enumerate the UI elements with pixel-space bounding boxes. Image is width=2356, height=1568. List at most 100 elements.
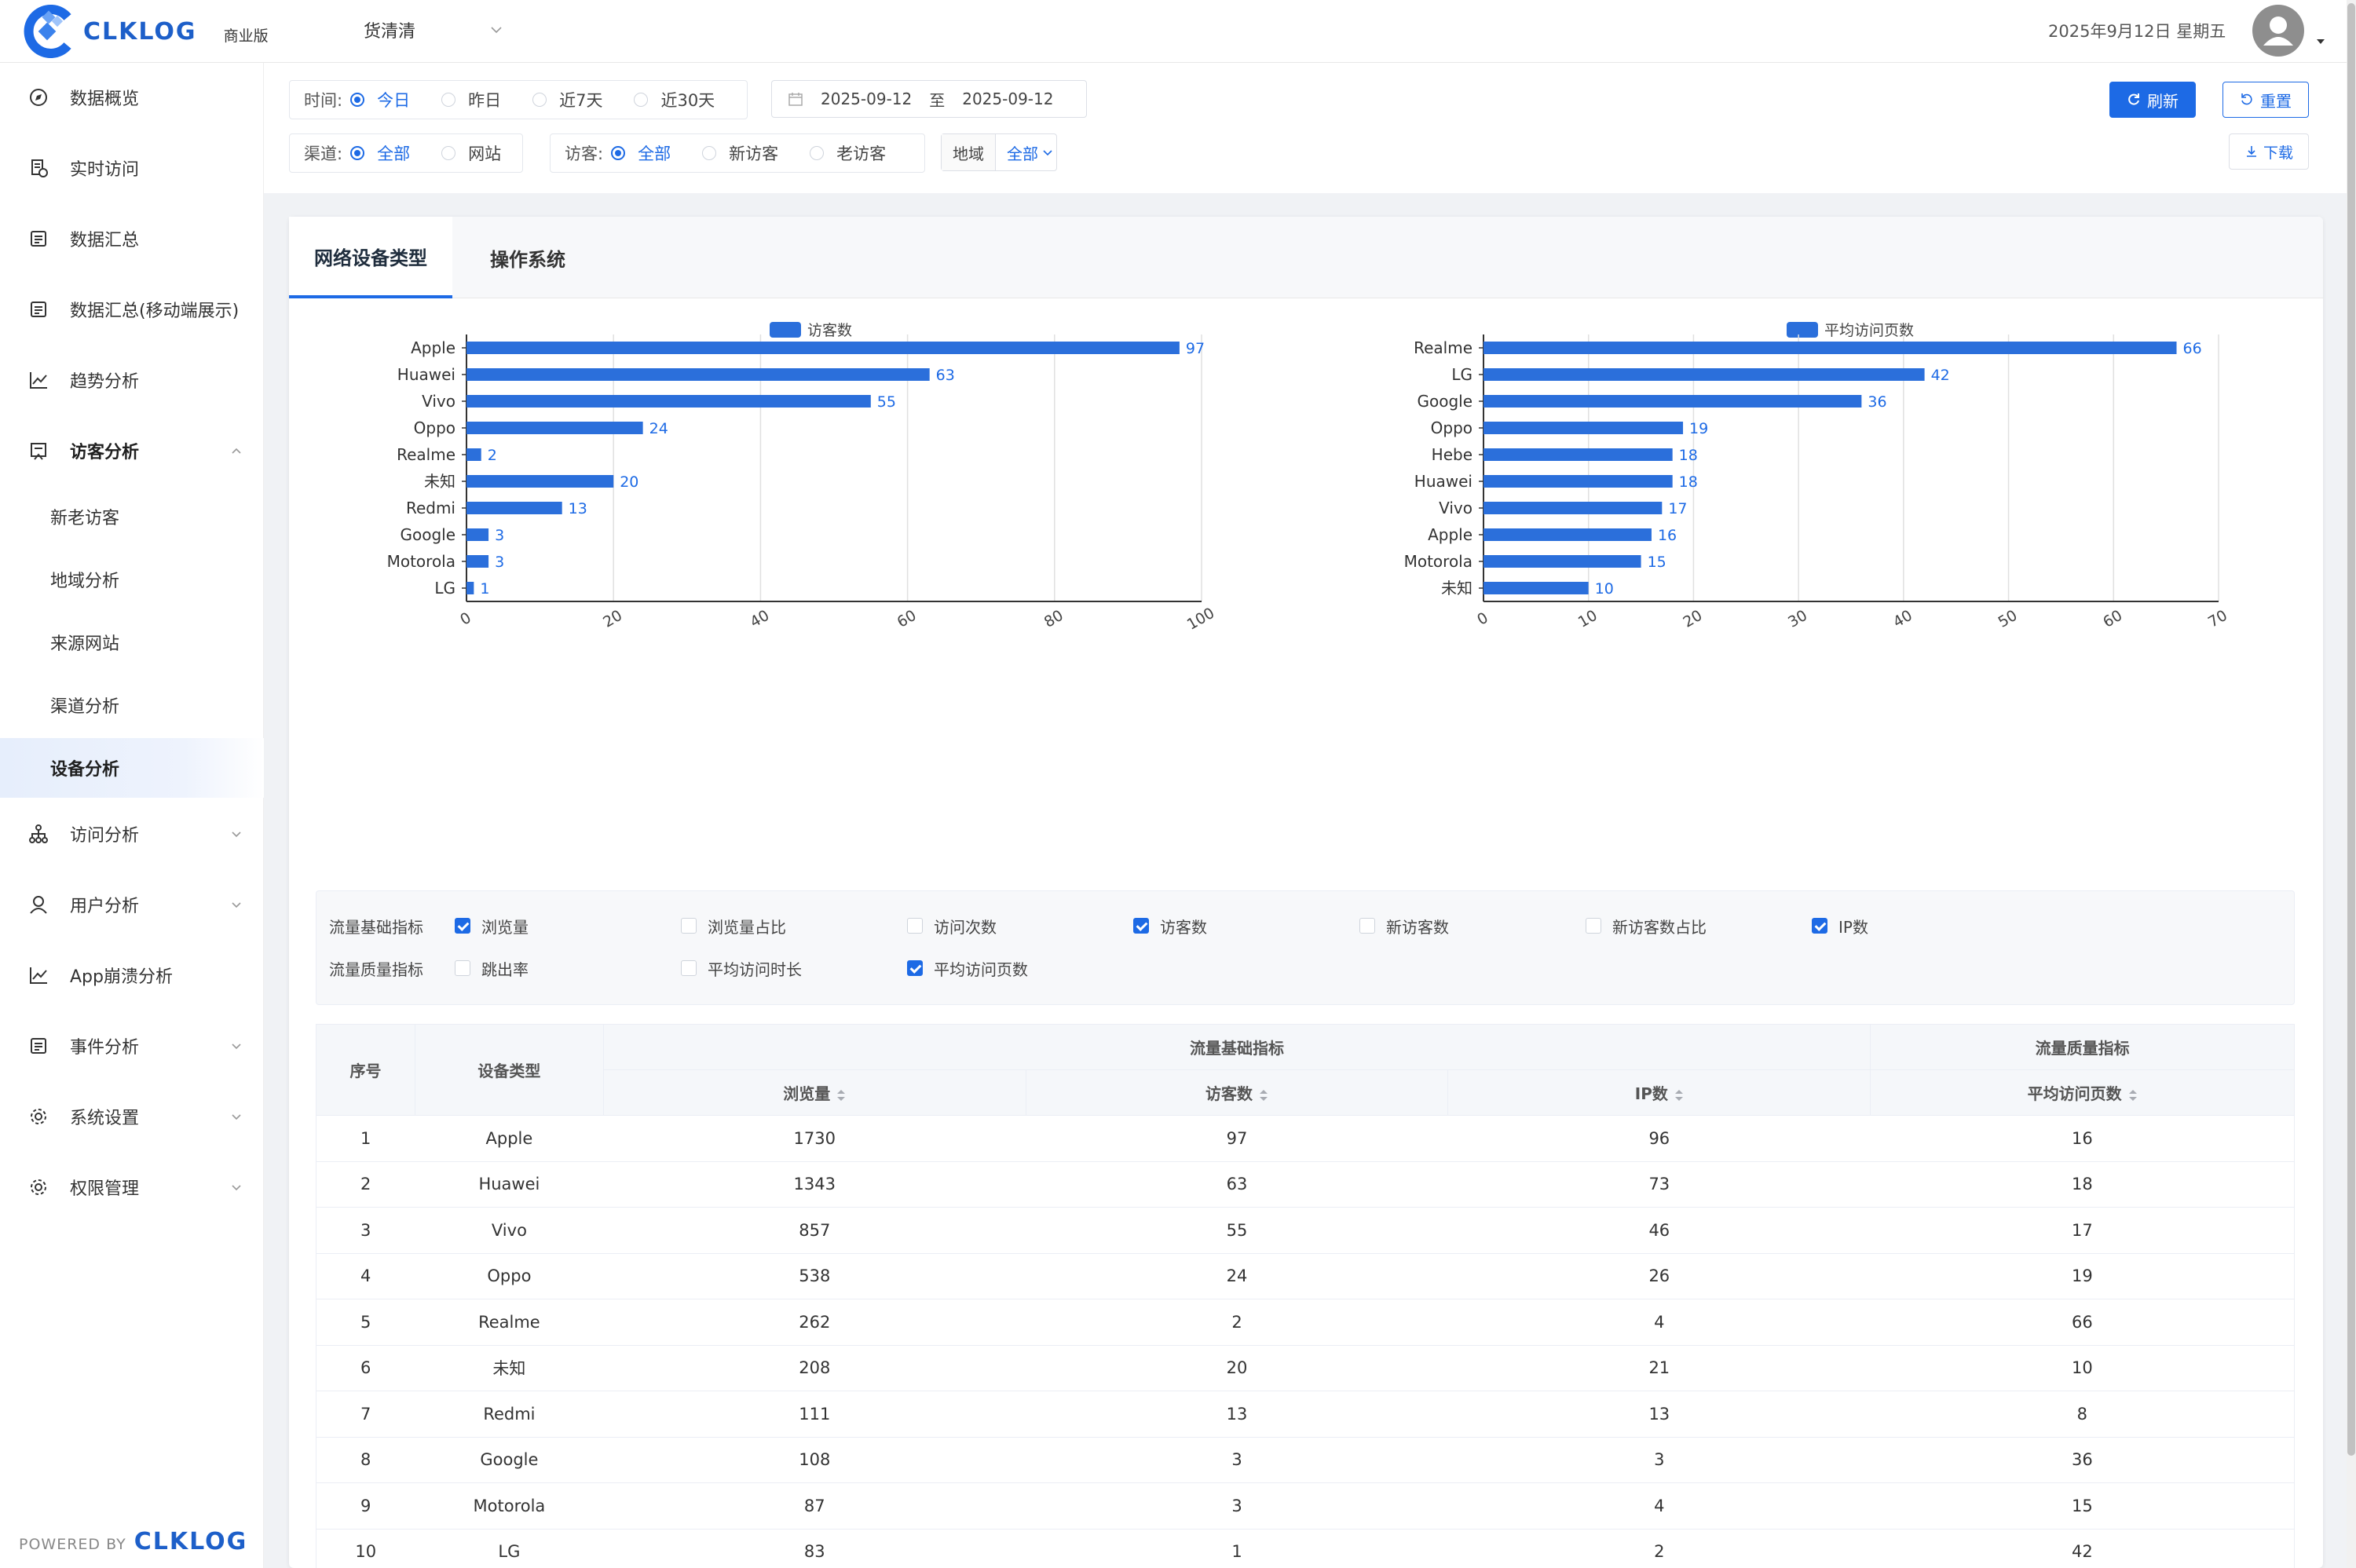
caret-down-icon[interactable] xyxy=(2315,36,2326,47)
top-header: CLKLOG 商业版 货清清 2025年9月12日 星期五 xyxy=(0,0,2356,63)
bar[interactable] xyxy=(1483,555,1641,568)
metric-checkbox-new-uv[interactable]: 新访客数 xyxy=(1359,915,1449,938)
sidebar-item-realtime[interactable]: 实时访问 xyxy=(0,140,264,196)
date-end[interactable]: 2025-09-12 xyxy=(962,90,1054,108)
time-radio-7days[interactable]: 近7天 xyxy=(532,88,602,111)
metric-checkbox-bounce-rate[interactable]: 跳出率 xyxy=(455,957,529,980)
chart-legend[interactable]: 平均访问页数 xyxy=(1787,322,1914,339)
visitor-radio-new[interactable]: 新访客 xyxy=(702,141,778,165)
calendar-icon xyxy=(788,93,803,106)
region-value[interactable]: 全部 xyxy=(996,141,1054,164)
col-header-avg-pages[interactable]: 平均访问页数 xyxy=(1870,1069,2295,1116)
date-range-picker[interactable]: 2025-09-12 至 2025-09-12 xyxy=(771,80,1087,118)
project-selector[interactable]: 货清清 xyxy=(364,17,503,42)
chevron-down-icon xyxy=(232,1044,241,1050)
sort-icon[interactable] xyxy=(1259,1088,1268,1102)
sidebar-item-app-crash[interactable]: App崩溃分析 xyxy=(0,947,264,1003)
quality-metric-row: 流量质量指标 跳出率 平均访问时长 平均访问页数 xyxy=(316,952,2296,984)
sidebar-item-visitor[interactable]: 访客分析 xyxy=(0,422,264,479)
download-button[interactable]: 下载 xyxy=(2229,133,2309,170)
crash-chart-icon xyxy=(30,967,47,984)
col-header-uv[interactable]: 访客数 xyxy=(1025,1069,1449,1116)
sidebar-item-settings[interactable]: 系统设置 xyxy=(0,1088,264,1145)
channel-radio-all[interactable]: 全部 xyxy=(350,141,410,165)
sidebar-item-event[interactable]: 事件分析 xyxy=(0,1018,264,1074)
refresh-button[interactable]: 刷新 xyxy=(2109,82,2196,118)
app-logo[interactable]: CLKLOG 商业版 xyxy=(24,3,269,60)
visitor-radio-old[interactable]: 老访客 xyxy=(810,141,886,165)
metric-checkbox-visits[interactable]: 访问次数 xyxy=(907,915,997,938)
page-scrollbar[interactable] xyxy=(2347,0,2356,1568)
bar[interactable] xyxy=(466,555,489,568)
date-start[interactable]: 2025-09-12 xyxy=(821,90,913,108)
cell-device: 未知 xyxy=(415,1345,604,1391)
cell-index: 2 xyxy=(316,1161,415,1208)
bar[interactable] xyxy=(466,475,614,488)
bar[interactable] xyxy=(1483,368,1925,381)
col-header-ip[interactable]: IP数 xyxy=(1447,1069,1871,1116)
sidebar-subitem-channel[interactable]: 渠道分析 xyxy=(0,675,264,735)
bar[interactable] xyxy=(1483,582,1589,594)
metric-checkbox-uv[interactable]: 访客数 xyxy=(1133,915,1207,938)
visitor-radio-all[interactable]: 全部 xyxy=(611,141,671,165)
sidebar-item-visit[interactable]: 访问分析 xyxy=(0,806,264,862)
sidebar-item-user[interactable]: 用户分析 xyxy=(0,876,264,933)
sidebar-subitem-new-old-visitor[interactable]: 新老访客 xyxy=(0,487,264,546)
bar[interactable] xyxy=(1483,395,1862,408)
sidebar-subitem-device[interactable]: 设备分析 xyxy=(0,738,264,798)
cell-uv: 20 xyxy=(1026,1345,1448,1391)
current-date: 2025年9月12日 星期五 xyxy=(2048,22,2226,41)
sidebar-item-overview[interactable]: 数据概览 xyxy=(0,69,264,126)
data-label: 36 xyxy=(1868,393,1886,411)
channel-radio-website[interactable]: 网站 xyxy=(441,141,501,165)
bar[interactable] xyxy=(466,368,930,381)
user-avatar[interactable] xyxy=(2252,5,2304,57)
channel-filter: 渠道: 全部 网站 xyxy=(289,133,523,173)
col-header-pv[interactable]: 浏览量 xyxy=(602,1069,1026,1116)
metric-checkbox-pv[interactable]: 浏览量 xyxy=(455,915,529,938)
sort-icon[interactable] xyxy=(836,1088,846,1102)
time-radio-today[interactable]: 今日 xyxy=(350,88,410,111)
sidebar-item-summary-mobile[interactable]: 数据汇总(移动端展示) xyxy=(0,281,264,338)
region-select[interactable]: 地域 全部 xyxy=(941,133,1057,171)
bar[interactable] xyxy=(466,502,562,514)
compass-icon xyxy=(30,89,47,106)
time-radio-30days[interactable]: 近30天 xyxy=(634,88,715,111)
time-radio-yesterday[interactable]: 昨日 xyxy=(441,88,501,111)
scrollbar-thumb[interactable] xyxy=(2347,3,2355,1456)
metric-checkbox-avg-duration[interactable]: 平均访问时长 xyxy=(681,957,802,980)
metric-checkbox-ip[interactable]: IP数 xyxy=(1812,915,1868,938)
visitor-filter-label: 访客: xyxy=(565,144,604,163)
bar[interactable] xyxy=(466,528,489,541)
sort-icon[interactable] xyxy=(1674,1088,1684,1102)
bar[interactable] xyxy=(1483,448,1673,461)
cell-avg-pages: 10 xyxy=(1870,1345,2295,1391)
tab-operating-system[interactable]: 操作系统 xyxy=(490,248,565,271)
bar[interactable] xyxy=(466,422,643,434)
bar[interactable] xyxy=(1483,475,1673,488)
bar[interactable] xyxy=(1483,342,2177,354)
sort-icon[interactable] xyxy=(2128,1088,2138,1102)
chevron-down-icon xyxy=(232,902,241,908)
data-label: 18 xyxy=(1679,473,1698,491)
metric-checkbox-new-uv-ratio[interactable]: 新访客数占比 xyxy=(1586,915,1707,938)
sidebar-item-trend[interactable]: 趋势分析 xyxy=(0,352,264,408)
sidebar-subitem-source-site[interactable]: 来源网站 xyxy=(0,612,264,672)
bar[interactable] xyxy=(466,582,474,594)
bar[interactable] xyxy=(466,448,481,461)
bar[interactable] xyxy=(1483,502,1663,514)
sidebar-item-permission[interactable]: 权限管理 xyxy=(0,1159,264,1215)
metric-checkbox-avg-pages[interactable]: 平均访问页数 xyxy=(907,957,1028,980)
bar[interactable] xyxy=(1483,422,1684,434)
sidebar-subitem-region[interactable]: 地域分析 xyxy=(0,550,264,609)
metric-checkbox-pv-ratio[interactable]: 浏览量占比 xyxy=(681,915,786,938)
reset-button[interactable]: 重置 xyxy=(2222,82,2309,118)
bar[interactable] xyxy=(466,395,871,408)
tab-network-device-type[interactable]: 网络设备类型 xyxy=(289,217,452,298)
sidebar-item-summary[interactable]: 数据汇总 xyxy=(0,210,264,267)
y-tick-label: Realme xyxy=(1414,338,1472,357)
chart-legend[interactable]: 访客数 xyxy=(770,322,852,339)
cell-avg-pages: 66 xyxy=(1870,1299,2295,1346)
bar[interactable] xyxy=(466,342,1180,354)
bar[interactable] xyxy=(1483,528,1652,541)
